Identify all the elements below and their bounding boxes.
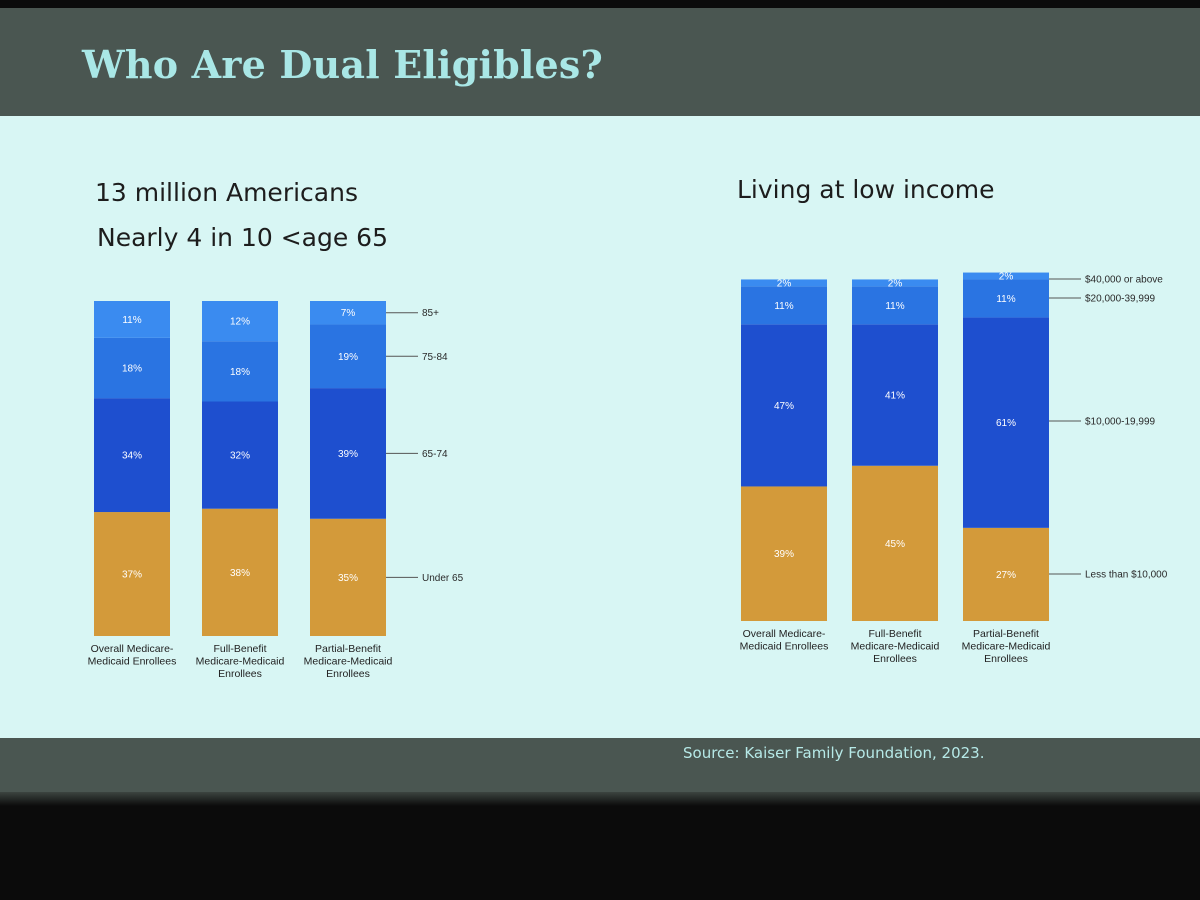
data-label: 38% — [230, 568, 250, 579]
data-label: 39% — [338, 449, 358, 460]
category-label: Partial-Benefit — [315, 643, 381, 655]
data-label: 34% — [122, 451, 142, 462]
data-label: 11% — [122, 315, 141, 326]
category-label: Full-Benefit — [213, 643, 266, 655]
bar-segment-under-65-1 — [202, 508, 278, 636]
legend-label: $20,000-39,999 — [1085, 294, 1156, 305]
bar-segment-under-65-2 — [310, 518, 386, 636]
bar-segment--40-000-or-above-2 — [963, 272, 1049, 280]
data-label: 11% — [885, 301, 904, 312]
left-heading-line-1: 13 million Americans — [95, 178, 358, 207]
bar-segment--10-000-19-999-2 — [963, 317, 1049, 528]
slide-title: Who Are Dual Eligibles? — [82, 42, 603, 87]
projection-edge — [0, 792, 1200, 806]
data-label: 47% — [774, 401, 794, 412]
bar-segment-75-84-0 — [94, 337, 170, 399]
data-label: 41% — [885, 391, 905, 402]
data-label: 61% — [996, 418, 1016, 429]
data-label: 11% — [774, 301, 793, 312]
bar-segment--40-000-or-above-0 — [741, 279, 827, 287]
data-label: 2% — [999, 272, 1014, 283]
source-citation: Source: Kaiser Family Foundation, 2023. — [683, 744, 985, 762]
bar-segment--10-000-19-999-0 — [741, 324, 827, 487]
category-label: Medicaid Enrollees — [740, 641, 829, 653]
category-label: Enrollees — [218, 668, 262, 680]
category-label: Medicare-Medicaid — [851, 641, 940, 653]
bar-segment--10-000-19-999-1 — [852, 324, 938, 466]
category-label: Medicaid Enrollees — [88, 656, 177, 668]
bar-segment-75-84-2 — [310, 324, 386, 389]
category-label: Full-Benefit — [868, 628, 921, 640]
data-label: 7% — [341, 308, 356, 319]
data-label: 35% — [338, 573, 358, 584]
footer-band — [0, 738, 1200, 792]
right-heading: Living at low income — [737, 175, 995, 204]
data-label: 18% — [230, 367, 250, 378]
bar-segment--40-000-or-above-1 — [852, 279, 938, 287]
category-label: Enrollees — [873, 653, 917, 665]
bar-segment-65-74-0 — [94, 398, 170, 513]
legend-label: 85+ — [422, 308, 439, 319]
title-band — [0, 8, 1200, 130]
data-label: 19% — [338, 352, 358, 363]
category-label: Medicare-Medicaid — [196, 656, 285, 668]
data-label: 45% — [885, 539, 905, 550]
bar-segment-75-84-1 — [202, 341, 278, 402]
bar-segment-85--0 — [94, 301, 170, 338]
data-label: 12% — [230, 317, 250, 328]
bar-segment-less-than-10-000-2 — [963, 527, 1049, 621]
data-label: 2% — [888, 278, 903, 289]
category-label: Medicare-Medicaid — [304, 656, 393, 668]
bar-segment-less-than-10-000-1 — [852, 465, 938, 621]
category-label: Medicare-Medicaid — [962, 641, 1051, 653]
legend-label: Under 65 — [422, 573, 464, 584]
bar-segment-65-74-1 — [202, 401, 278, 509]
data-label: 18% — [122, 364, 142, 375]
data-label: 27% — [996, 570, 1016, 581]
data-label: 32% — [230, 451, 250, 462]
bar-segment-65-74-2 — [310, 388, 386, 519]
bar-segment-less-than-10-000-0 — [741, 486, 827, 621]
data-label: 37% — [122, 570, 142, 581]
legend-label: Less than $10,000 — [1085, 570, 1168, 581]
legend-label: $40,000 or above — [1085, 275, 1163, 286]
bar-segment--20-000-39-999-2 — [963, 279, 1049, 318]
category-label: Overall Medicare- — [743, 628, 826, 640]
legend-label: $10,000-19,999 — [1085, 417, 1156, 428]
bar-segment-under-65-0 — [94, 512, 170, 636]
category-label: Enrollees — [984, 653, 1028, 665]
data-label: 11% — [996, 294, 1015, 305]
bar-segment--20-000-39-999-0 — [741, 286, 827, 325]
bar-segment-85--1 — [202, 301, 278, 342]
data-label: 2% — [777, 278, 792, 289]
bar-segment-85--2 — [310, 301, 386, 325]
category-label: Partial-Benefit — [973, 628, 1039, 640]
left-heading-line-2: Nearly 4 in 10 <age 65 — [97, 223, 388, 252]
data-label: 39% — [774, 549, 794, 560]
bar-segment--20-000-39-999-1 — [852, 286, 938, 325]
legend-label: 65-74 — [422, 449, 448, 460]
legend-label: 75-84 — [422, 352, 448, 363]
category-label: Enrollees — [326, 668, 370, 680]
category-label: Overall Medicare- — [91, 643, 174, 655]
